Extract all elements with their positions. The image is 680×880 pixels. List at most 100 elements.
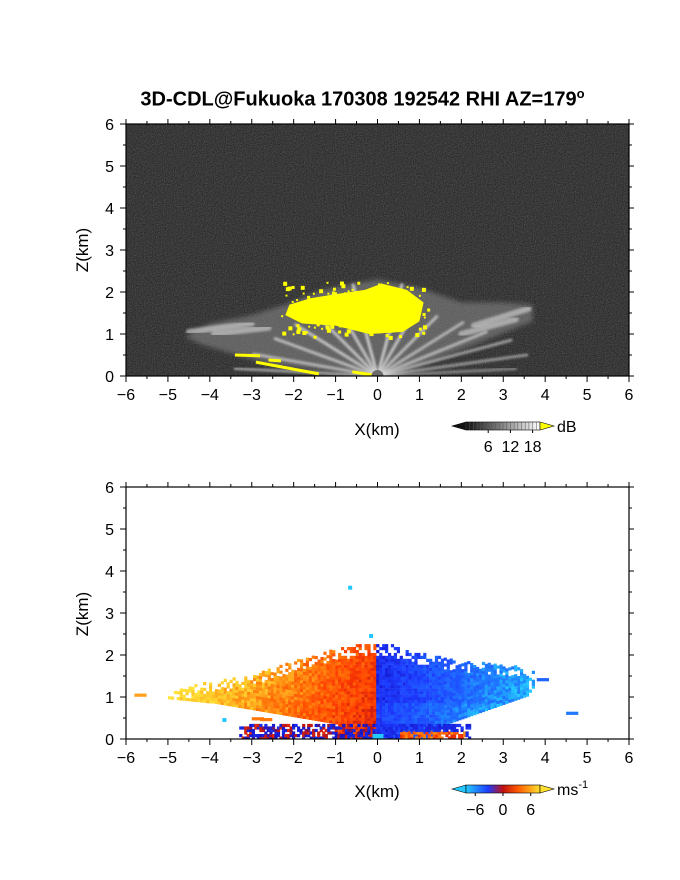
velocity-pixel xyxy=(499,682,503,686)
velocity-pixel xyxy=(423,682,427,686)
velocity-pixel xyxy=(443,687,447,691)
velocity-pixel xyxy=(289,726,293,730)
velocity-pixel xyxy=(455,715,459,719)
velocity-pixel xyxy=(300,668,304,672)
velocity-pixel xyxy=(478,680,483,684)
velocity-pixel xyxy=(329,714,333,718)
velocity-pixel xyxy=(417,667,421,671)
velocity-pixel xyxy=(393,711,397,715)
velocity-pixel xyxy=(338,717,342,721)
velocity-pixel xyxy=(379,717,383,721)
velocity-pixel xyxy=(382,673,386,677)
velocity-pixel xyxy=(367,726,371,730)
velocity-pixel xyxy=(373,644,377,648)
velocity-pixel xyxy=(362,723,366,728)
velocity-pixel xyxy=(514,691,518,695)
velocity-pixel xyxy=(440,685,444,689)
velocity-pixel xyxy=(414,679,418,683)
velocity-pixel xyxy=(364,670,368,674)
velocity-pixel xyxy=(414,658,418,662)
velocity-pixel xyxy=(361,717,365,721)
velocity-pixel xyxy=(470,680,474,684)
velocity-pixel xyxy=(329,705,333,709)
velocity-pixel xyxy=(346,726,351,730)
velocity-pixel xyxy=(308,693,312,697)
velocity-pixel xyxy=(282,709,286,713)
velocity-pixel xyxy=(487,665,491,669)
saturated-pixel xyxy=(332,287,336,291)
velocity-pixel xyxy=(314,711,318,716)
velocity-pixel xyxy=(385,717,389,721)
velocity-pixel xyxy=(287,734,291,738)
velocity-pixel xyxy=(335,665,339,669)
velocity-pixel xyxy=(449,705,453,709)
saturated-pixel xyxy=(330,324,335,329)
lidar-site xyxy=(371,370,384,376)
velocity-pixel xyxy=(359,734,364,738)
velocity-pixel xyxy=(399,664,403,668)
velocity-pixel xyxy=(261,673,265,677)
velocity-pixel xyxy=(434,691,439,695)
velocity-pixel xyxy=(238,701,242,706)
velocity-pixel xyxy=(335,694,339,698)
velocity-pixel xyxy=(470,683,474,687)
velocity-pixel xyxy=(291,687,295,691)
velocity-pixel xyxy=(256,734,260,738)
velocity-pixel xyxy=(250,698,254,702)
velocity-pixel xyxy=(420,670,424,674)
velocity-pixel xyxy=(370,723,374,728)
velocity-pixel xyxy=(355,652,359,657)
x-tick-label: −3 xyxy=(243,750,261,767)
saturated-pixel xyxy=(313,326,316,329)
velocity-pixel xyxy=(382,655,386,659)
velocity-pixel xyxy=(341,647,345,651)
velocity-pixel xyxy=(390,694,395,698)
velocity-pixel xyxy=(238,684,242,688)
velocity-pixel xyxy=(445,734,449,738)
velocity-pixel xyxy=(335,671,339,675)
velocity-pixel xyxy=(344,708,348,712)
velocity-pixel xyxy=(432,673,436,677)
velocity-pixel xyxy=(382,694,386,698)
velocity-pixel xyxy=(481,697,486,701)
velocity-pixel xyxy=(270,689,274,693)
velocity-pixel xyxy=(443,678,447,682)
velocity-pixel xyxy=(449,702,453,706)
velocity-pixel xyxy=(437,691,442,695)
velocity-pixel xyxy=(288,698,292,702)
velocity-pixel xyxy=(367,685,371,689)
velocity-pixel xyxy=(358,699,362,704)
saturated-echo-core xyxy=(234,281,431,376)
x-tick-label: −2 xyxy=(285,387,303,404)
velocity-pixel xyxy=(309,723,313,728)
velocity-pixel xyxy=(376,699,380,704)
velocity-pixel xyxy=(517,696,521,700)
velocity-pixel xyxy=(508,693,512,697)
velocity-pixel xyxy=(302,680,307,684)
velocity-pixel xyxy=(393,705,397,709)
velocity-pixel xyxy=(258,708,263,712)
velocity-pixel xyxy=(435,728,439,733)
velocity-pixel xyxy=(287,723,291,728)
velocity-pixel xyxy=(197,699,201,703)
velocity-pixel xyxy=(408,688,412,692)
velocity-pixel xyxy=(429,682,433,686)
velocity-pixel xyxy=(423,702,427,707)
velocity-pixel xyxy=(420,699,424,704)
velocity-pixel xyxy=(358,652,362,657)
ground-clutter xyxy=(268,358,282,363)
velocity-pixel xyxy=(449,693,453,697)
velocity-pixel xyxy=(276,676,280,680)
velocity-pixel xyxy=(410,736,414,739)
velocity-pixel xyxy=(400,728,404,733)
velocity-pixel xyxy=(279,694,283,698)
velocity-pixel xyxy=(399,714,403,718)
velocity-pixel xyxy=(414,697,418,701)
velocity-pixel xyxy=(344,697,348,701)
velocity-pixel xyxy=(429,664,433,668)
velocity-pixel xyxy=(520,675,524,679)
velocity-pixel xyxy=(429,705,433,709)
velocity-pixel xyxy=(505,680,509,684)
velocity-pixel xyxy=(437,670,442,674)
velocity-pixel xyxy=(223,702,227,706)
